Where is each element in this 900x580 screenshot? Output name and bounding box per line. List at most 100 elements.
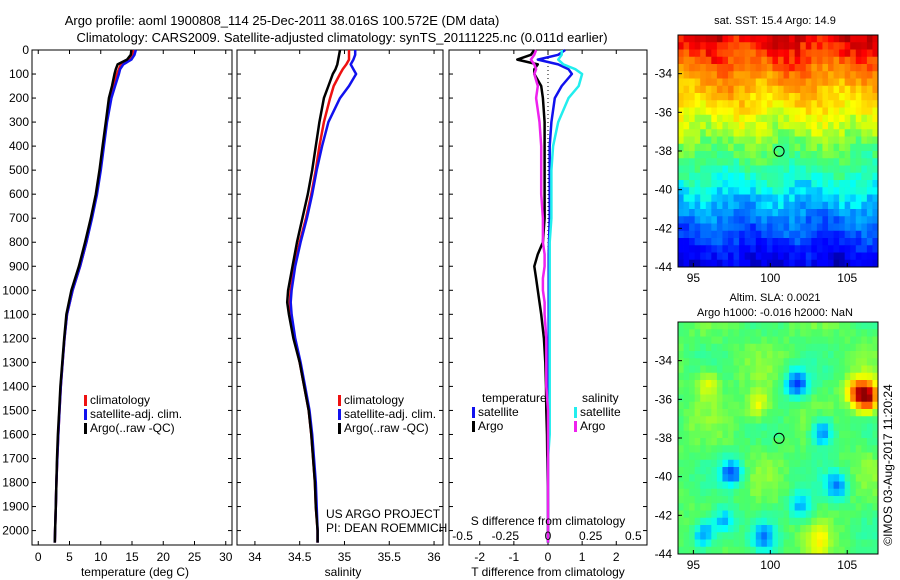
map-cell	[716, 245, 723, 253]
map-cell	[728, 532, 734, 540]
map-cell	[861, 42, 868, 50]
map-cell	[733, 216, 740, 224]
map-cell	[861, 259, 868, 268]
map-cell	[689, 459, 696, 468]
map-cell	[689, 165, 696, 174]
map-cell	[833, 56, 840, 65]
map-cell	[855, 452, 862, 461]
map-cell	[816, 56, 823, 65]
map-cell	[855, 467, 862, 475]
map-cell	[833, 187, 840, 195]
salinity-profiles	[285, 49, 358, 543]
map-cell	[861, 438, 868, 446]
map-cell	[844, 172, 851, 181]
map-cell	[833, 409, 840, 417]
map-cell	[722, 365, 729, 374]
map-cell	[822, 151, 829, 159]
map-cell	[778, 230, 784, 239]
map-cell	[750, 380, 757, 388]
map-cell	[761, 100, 768, 108]
figure-title-line1: Argo profile: aoml 1900808_114 25-Dec-20…	[65, 13, 500, 28]
map-cell	[694, 343, 701, 352]
map-cell	[678, 143, 684, 152]
map-cell	[711, 409, 718, 417]
map-cell	[844, 245, 851, 253]
map-cell	[750, 114, 757, 123]
map-cell	[678, 394, 684, 403]
map-cell	[772, 187, 779, 195]
map-cell	[816, 488, 823, 497]
map-cell	[678, 49, 684, 58]
map-cell	[789, 201, 796, 210]
map-cell	[733, 336, 740, 345]
map-cell	[800, 343, 807, 352]
map-cell	[761, 481, 768, 490]
map-cell	[733, 380, 740, 388]
map-cell	[850, 136, 857, 145]
map-cell	[828, 351, 834, 359]
map-cell	[861, 172, 868, 181]
map-cell	[750, 216, 757, 224]
map-cell	[833, 546, 840, 555]
map-cell	[711, 35, 718, 43]
map-cell	[850, 481, 857, 490]
map-cell	[694, 216, 701, 224]
map-cell	[761, 394, 768, 403]
map-cell	[828, 230, 834, 239]
map-cell	[739, 329, 746, 337]
map-cell	[805, 351, 812, 359]
map-cell	[822, 194, 829, 203]
map-cell	[833, 525, 840, 533]
map-cell	[855, 488, 862, 497]
map-cell	[828, 409, 834, 417]
map-cell	[855, 459, 862, 468]
map-cell	[811, 245, 818, 253]
map-cell	[844, 180, 851, 188]
map-cell	[872, 503, 879, 511]
map-cell	[761, 259, 768, 268]
map-cell	[833, 230, 840, 239]
map-cell	[805, 445, 812, 453]
map-cell	[855, 201, 862, 210]
map-cell	[861, 394, 868, 403]
map-cell	[800, 42, 807, 50]
map-cell	[844, 329, 851, 337]
map-cell	[733, 481, 740, 490]
map-cell	[816, 365, 823, 374]
map-cell	[733, 107, 740, 116]
map-cell	[789, 401, 796, 410]
map-cell	[783, 216, 790, 224]
map-cell	[733, 64, 740, 72]
map-cell	[844, 459, 851, 468]
map-cell	[755, 158, 762, 166]
map-cell	[733, 517, 740, 526]
map-cell	[789, 365, 796, 374]
map-cell	[766, 445, 773, 453]
map-cell	[800, 452, 807, 461]
map-cell	[678, 474, 684, 482]
map-cell	[761, 525, 768, 533]
map-cell	[789, 329, 796, 337]
map-cell	[844, 93, 851, 101]
map-cell	[683, 430, 690, 439]
map-cell	[794, 430, 801, 439]
map-cell	[705, 351, 712, 359]
map-cell	[839, 474, 846, 482]
map-cell	[800, 71, 807, 79]
map-cell	[783, 445, 790, 453]
map-cell	[833, 201, 840, 210]
map-cell	[811, 129, 818, 137]
map-cell	[794, 245, 801, 253]
map-cell	[855, 238, 862, 246]
map-cell	[800, 245, 807, 253]
map-cell	[689, 64, 696, 72]
map-cell	[744, 496, 751, 504]
map-cell	[872, 401, 879, 410]
map-cell	[683, 459, 690, 468]
map-cell	[794, 85, 801, 94]
map-cell	[811, 85, 818, 94]
map-cell	[700, 56, 707, 65]
map-cell	[733, 252, 740, 261]
map-cell	[844, 394, 851, 403]
map-cell	[805, 322, 812, 330]
